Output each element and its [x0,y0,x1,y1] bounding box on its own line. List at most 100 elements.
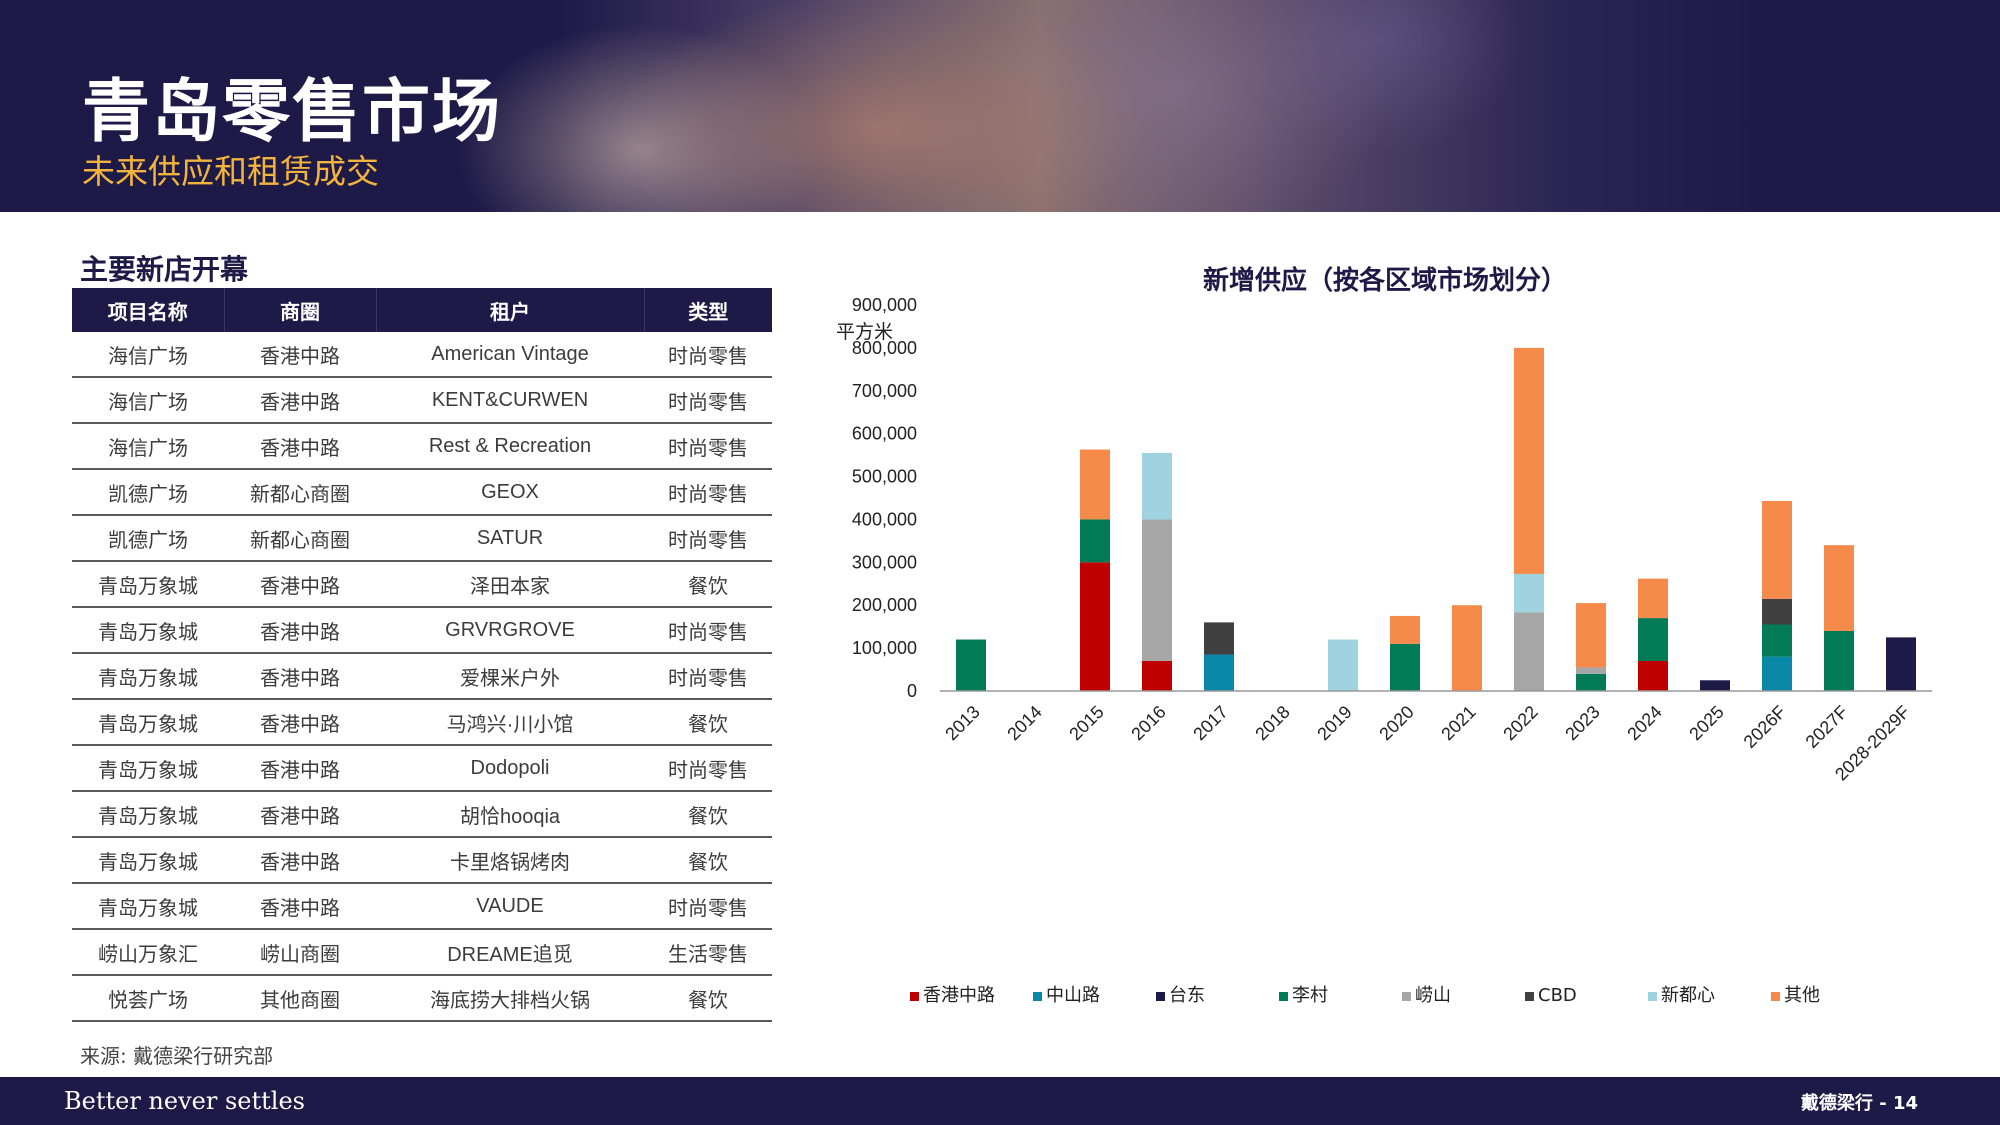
y-tick-label: 300,000 [852,552,917,572]
table-cell: 餐饮 [644,561,772,608]
table-row: 海信广场 香港中路 KENT&CURWEN 时尚零售 [72,377,772,424]
table-cell: 香港中路 [224,377,376,424]
table-cell: 凯德广场 [72,469,224,516]
table-cell: Rest & Recreation [376,423,644,470]
y-axis-label: 平方米 [836,321,893,343]
bar-segment [1514,573,1544,613]
header-banner: 青岛零售市场 未来供应和租赁成交 [0,0,2000,212]
footer-bar: Better never settles 戴德梁行 - 14 [0,1077,2000,1125]
page-title: 青岛零售市场 [82,73,503,152]
table-cell: 时尚零售 [644,377,772,424]
table-cell: 香港中路 [224,561,376,608]
table-cell: KENT&CURWEN [376,377,644,424]
bar-segment [1762,598,1792,625]
chart-title: 新增供应（按各区域市场划分） [1203,265,1567,296]
table-cell: DREAME追觅 [376,929,644,976]
table-cell: 青岛万象城 [72,561,224,608]
store-openings-table: 项目名称 商圈 租户 类型 海信广场 香港中路 American Vintage 时尚… [72,288,772,1022]
legend-swatch [1156,992,1165,1001]
table-cell: 餐饮 [644,837,772,884]
bar-segment [1204,654,1234,691]
bar-segment [1886,637,1916,691]
table-cell: 香港中路 [224,332,376,378]
table-row: 青岛万象城 香港中路 泽田本家 餐饮 [72,561,772,608]
bar-segment [1576,667,1606,674]
bar-segment [1638,660,1668,691]
bar-segment [1080,562,1110,691]
table-row: 青岛万象城 香港中路 GRVRGROVE 时尚零售 [72,607,772,654]
legend-swatch [1279,992,1288,1001]
bar-segment [1762,624,1792,657]
table-body: 海信广场 香港中路 American Vintage 时尚零售 海信广场 香港中路 KENT… [72,332,772,1022]
table-header-row: 项目名称 商圈 租户 类型 [72,288,772,332]
y-tick-label: 0 [907,681,917,701]
table-cell: 崂山商圈 [224,929,376,976]
table-cell: 青岛万象城 [72,791,224,838]
table-cell: 时尚零售 [644,469,772,516]
bar-segment [1390,643,1420,691]
table-cell: 青岛万象城 [72,883,224,930]
table-cell: 青岛万象城 [72,745,224,792]
bar-segment [1762,501,1792,599]
table-cell: 时尚零售 [644,883,772,930]
table-cell: 时尚零售 [644,332,772,378]
legend-swatch [1648,992,1657,1001]
bar-segment [956,639,986,691]
bar-segment [1514,347,1544,574]
chart-legend: 香港中路 中山路 台东 李村 崂山 CBD 新都心 其他 [910,985,1820,1006]
bar-segment [1328,639,1358,691]
table-cell: 马鸿兴·川小馆 [376,699,644,746]
table-row: 悦荟广场 其他商圈 海底捞大排档火锅 餐饮 [72,975,772,1022]
y-tick-label: 400,000 [852,509,917,529]
table-cell: 时尚零售 [644,607,772,654]
table-cell: GEOX [376,469,644,516]
column-header: 商圈 [224,288,377,332]
table-row: 青岛万象城 香港中路 爱棵米户外 时尚零售 [72,653,772,700]
table-cell: 青岛万象城 [72,837,224,884]
column-header: 项目名称 [72,288,225,332]
bar-segment [1390,615,1420,644]
table-cell: American Vintage [376,332,644,378]
legend-label: 香港中路 [923,985,995,1006]
table-cell: 胡恰hooqia [376,791,644,838]
table-cell: 新都心商圈 [224,515,376,562]
table-row: 海信广场 香港中路 Rest & Recreation 时尚零售 [72,423,772,470]
table-row: 崂山万象汇 崂山商圈 DREAME追觅 生活零售 [72,929,772,976]
y-tick-label: 900,000 [852,295,917,315]
bar-segment [1824,545,1854,631]
table-cell: 青岛万象城 [72,699,224,746]
table-cell: 香港中路 [224,791,376,838]
table-cell: 崂山万象汇 [72,929,224,976]
x-tick-label: 2027F [1802,702,1852,752]
bar-segment [1142,452,1172,520]
table-cell: 餐饮 [644,699,772,746]
bar-segment [1638,578,1668,619]
y-tick-label: 600,000 [852,424,917,444]
page-subtitle: 未来供应和租赁成交 [82,152,379,191]
table-cell: SATUR [376,515,644,562]
table-cell: 青岛万象城 [72,653,224,700]
x-tick-label: 2018 [1251,702,1293,744]
supply-bar-chart: 新增供应（按各区域市场划分） 平方米 0 100,000 200,000 300,00… [836,265,1932,1006]
y-tick-label: 800,000 [852,338,917,358]
bar-segment [1700,680,1730,691]
legend-swatch [1402,992,1411,1001]
table-cell: 时尚零售 [644,515,772,562]
legend-swatch [1033,992,1042,1001]
x-tick-label: 2015 [1065,702,1107,744]
x-tick-label: 2013 [941,702,983,744]
x-tick-label: 2020 [1375,702,1417,744]
table-cell: Dodopoli [376,745,644,792]
table-row: 凯德广场 新都心商圈 GEOX 时尚零售 [72,469,772,516]
table-cell: 其他商圈 [224,975,376,1022]
table-row: 青岛万象城 香港中路 马鸿兴·川小馆 餐饮 [72,699,772,746]
table-row: 青岛万象城 香港中路 VAUDE 时尚零售 [72,883,772,930]
legend-swatch [910,992,919,1001]
y-tick-label: 200,000 [852,595,917,615]
table-cell: GRVRGROVE [376,607,644,654]
table-row: 凯德广场 新都心商圈 SATUR 时尚零售 [72,515,772,562]
legend-swatch [1771,992,1780,1001]
table-cell: 香港中路 [224,607,376,654]
legend-label: CBD [1538,985,1577,1006]
legend-label: 崂山 [1415,985,1451,1006]
